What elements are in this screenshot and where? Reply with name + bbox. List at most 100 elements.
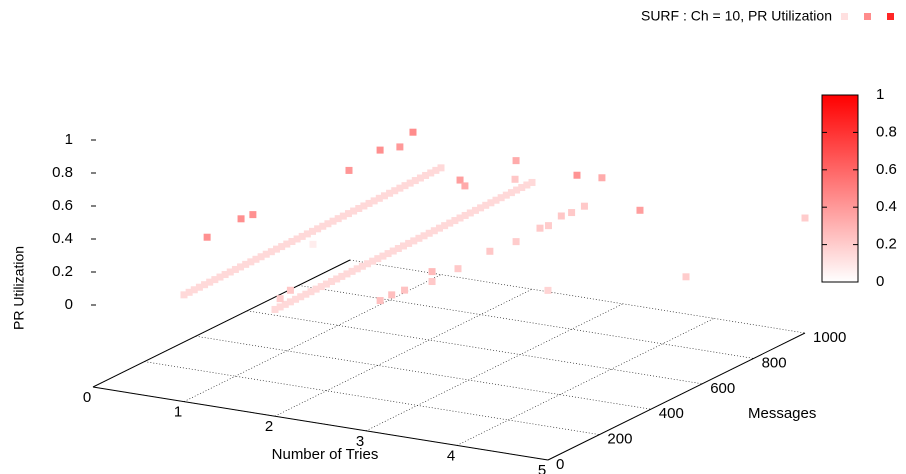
point [544, 222, 552, 230]
point [454, 265, 462, 273]
point [276, 295, 284, 303]
y-tick-label: 400 [659, 405, 684, 422]
point [428, 268, 436, 276]
point [376, 297, 384, 305]
point [471, 206, 479, 214]
point [497, 194, 505, 202]
point [511, 175, 519, 183]
point [286, 298, 294, 306]
point [322, 280, 330, 288]
grid-line [195, 335, 651, 410]
axis-line [547, 332, 806, 461]
point [435, 224, 443, 232]
point [375, 194, 383, 202]
grid-line [144, 361, 600, 435]
point [288, 238, 296, 246]
y-tick-label: 600 [710, 380, 735, 397]
grid-line [365, 303, 624, 432]
grid-line [349, 259, 806, 334]
point [386, 189, 394, 197]
y-axis-label: Messages [748, 405, 816, 422]
point [324, 220, 332, 228]
point [216, 273, 224, 281]
grid-line [456, 318, 715, 446]
point [190, 286, 198, 294]
x-axis-label: Number of Tries [272, 446, 379, 463]
point [262, 250, 270, 258]
point [380, 192, 388, 200]
point [338, 272, 346, 280]
colorbar-tick-label: 0 [876, 273, 884, 290]
point [231, 265, 239, 273]
point [420, 232, 428, 240]
point [502, 191, 510, 199]
point [307, 288, 315, 296]
grid-line [247, 310, 703, 385]
point [350, 207, 358, 215]
colorbar-tick-label: 0.4 [876, 198, 897, 215]
point [580, 202, 588, 210]
point [406, 179, 414, 187]
point [461, 211, 469, 219]
point [396, 143, 404, 151]
point [492, 196, 500, 204]
point [536, 224, 544, 232]
point [598, 174, 606, 182]
point [416, 174, 424, 182]
x-tick-label: 4 [447, 447, 455, 464]
point [309, 240, 317, 248]
point [237, 263, 245, 271]
y-tick-label: 200 [607, 431, 632, 448]
point [333, 275, 341, 283]
point [303, 230, 311, 238]
point [185, 288, 193, 296]
colorbar-tick-label: 0.8 [876, 123, 897, 140]
point [451, 217, 459, 225]
point [211, 276, 219, 284]
z-tick-label: 0.2 [52, 263, 73, 280]
point [557, 212, 565, 220]
point [309, 227, 316, 235]
x-tick-label: 1 [174, 404, 182, 421]
point [388, 291, 396, 299]
point [221, 271, 229, 279]
point [355, 204, 363, 212]
x-tick-label: 2 [265, 418, 273, 435]
point [394, 244, 402, 252]
point [343, 270, 351, 278]
x-tick-label: 5 [538, 462, 546, 474]
point [405, 239, 413, 247]
point [528, 178, 536, 186]
point [180, 291, 188, 299]
legend-swatch [887, 13, 894, 20]
point [446, 219, 454, 227]
legend-swatch [841, 13, 848, 20]
x-tick-label: 3 [356, 433, 364, 450]
z-tick-label: 0.8 [52, 164, 73, 181]
colorbar-tick-label: 1 [876, 86, 884, 103]
legend-label: SURF : Ch = 10, PR Utilization [641, 8, 832, 24]
point [365, 199, 373, 207]
point [513, 186, 521, 194]
point [400, 242, 407, 250]
colorbar-tick-label: 0.6 [876, 161, 897, 178]
point [195, 283, 203, 291]
z-tick-label: 0 [65, 296, 73, 313]
z-tick-label: 0.6 [52, 197, 73, 214]
grid-line [92, 386, 549, 461]
point [328, 278, 336, 286]
z-axis-label: PR Utilization [11, 246, 27, 330]
point [518, 184, 526, 192]
point [267, 248, 275, 256]
point [226, 268, 234, 276]
point [427, 169, 435, 177]
point [376, 146, 384, 154]
point [512, 157, 520, 165]
point [369, 257, 377, 265]
point [273, 245, 281, 253]
point [281, 300, 289, 308]
z-tick-label: 0.4 [52, 230, 73, 247]
point [345, 166, 353, 174]
point [286, 286, 294, 294]
point [401, 286, 409, 294]
